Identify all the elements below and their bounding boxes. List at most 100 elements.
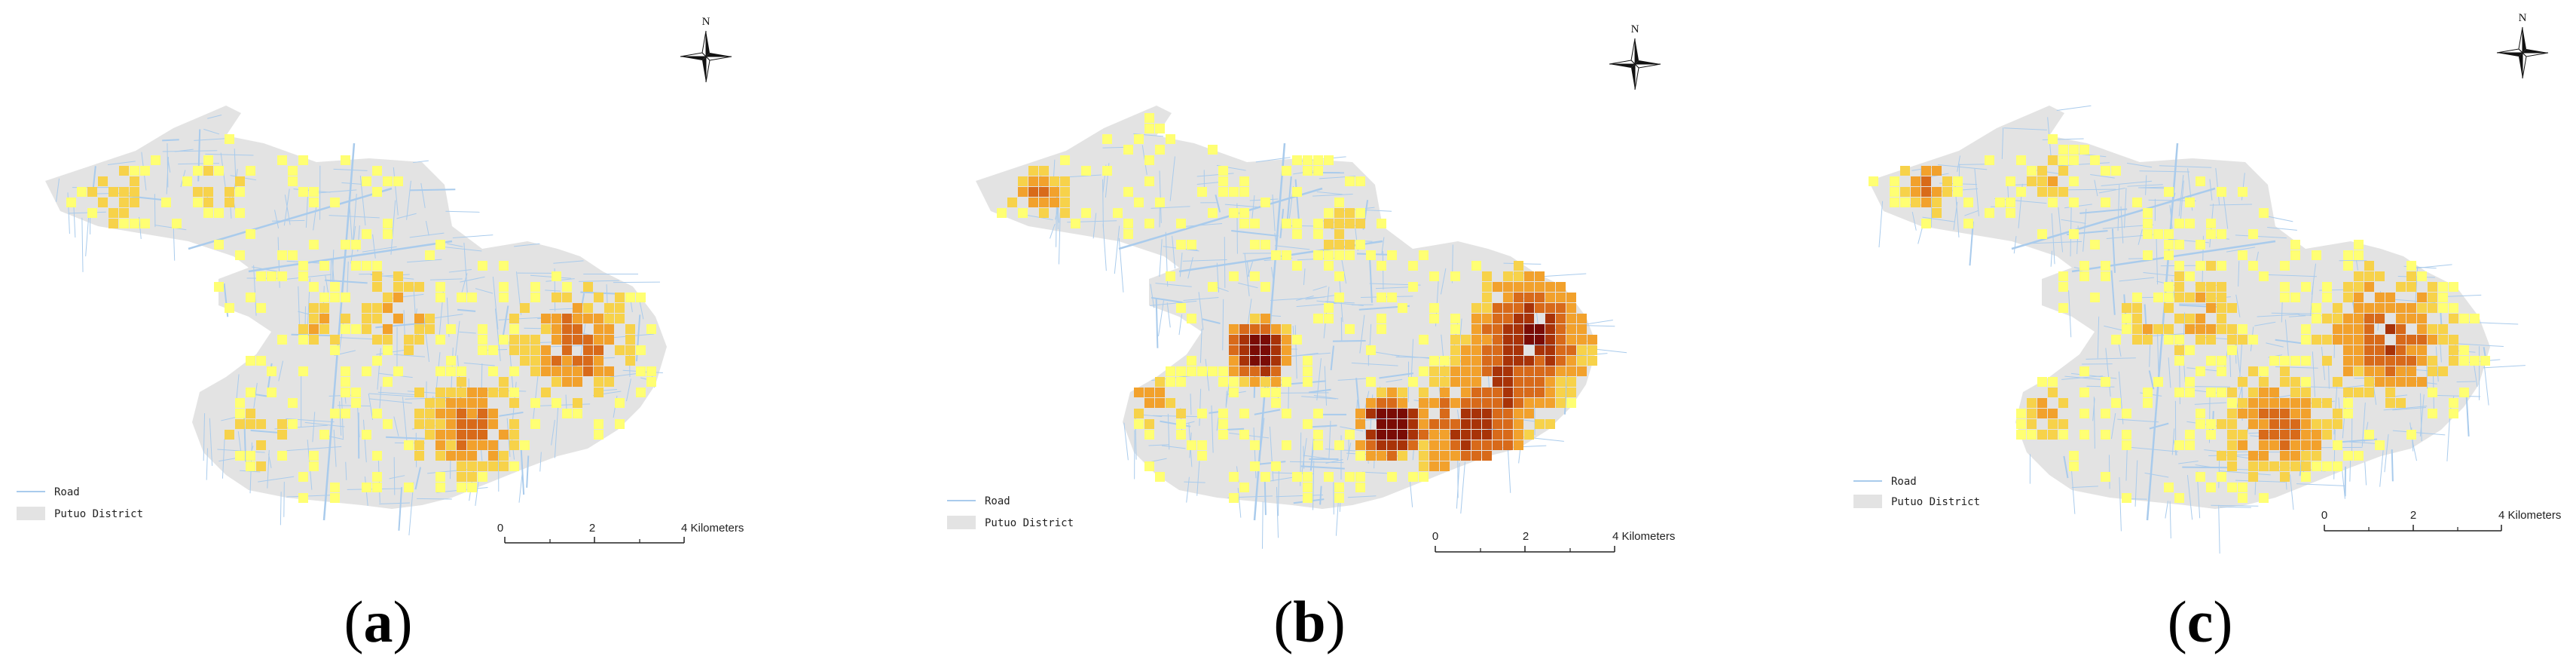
road-segment bbox=[429, 278, 463, 280]
density-cell bbox=[1334, 483, 1344, 492]
density-cell bbox=[2143, 335, 2153, 345]
density-cell bbox=[509, 419, 519, 429]
density-cell bbox=[2217, 388, 2226, 397]
density-cell bbox=[2280, 377, 2290, 387]
density-cell bbox=[1324, 155, 1334, 165]
density-cell bbox=[2354, 345, 2364, 355]
road-segment bbox=[2266, 342, 2284, 348]
road-segment bbox=[1198, 292, 1204, 330]
density-cell bbox=[1524, 271, 1534, 281]
density-cell bbox=[1334, 229, 1344, 239]
density-cell bbox=[2438, 324, 2448, 334]
density-cell bbox=[1514, 419, 1523, 429]
density-cell bbox=[2269, 440, 2279, 450]
density-cell bbox=[2428, 293, 2437, 302]
density-cell bbox=[362, 483, 371, 492]
density-cell bbox=[2312, 314, 2321, 323]
road-segment bbox=[2079, 208, 2128, 214]
density-cell bbox=[130, 176, 139, 186]
density-cell bbox=[625, 335, 635, 345]
road-segment bbox=[1911, 211, 1917, 231]
legend-district-label: Putuo District bbox=[1891, 496, 1980, 508]
density-cell bbox=[1250, 219, 1260, 228]
road-segment bbox=[2483, 365, 2526, 369]
density-cell bbox=[2354, 240, 2364, 250]
density-cell bbox=[225, 430, 234, 440]
density-cell bbox=[1932, 187, 1942, 197]
density-cell bbox=[2301, 282, 2311, 292]
density-cell bbox=[246, 409, 255, 418]
road-segment bbox=[407, 259, 442, 263]
road-segment bbox=[286, 274, 332, 280]
density-cell bbox=[1218, 419, 1228, 429]
density-cell bbox=[1292, 155, 1302, 165]
density-cell bbox=[1503, 377, 1513, 387]
road-segment bbox=[1051, 174, 1102, 179]
density-cell bbox=[1166, 366, 1175, 376]
road-segment bbox=[420, 182, 426, 208]
density-cell bbox=[425, 430, 435, 440]
road-segment bbox=[1303, 268, 1306, 286]
density-cell bbox=[425, 409, 435, 418]
density-cell bbox=[2196, 409, 2205, 418]
density-cells bbox=[1869, 134, 2490, 503]
density-cell bbox=[319, 261, 329, 271]
density-cell bbox=[1292, 229, 1302, 239]
density-cell bbox=[530, 419, 540, 429]
density-cell bbox=[1471, 314, 1481, 323]
density-cell bbox=[288, 166, 298, 176]
density-cell bbox=[499, 377, 509, 387]
density-cell bbox=[2333, 409, 2342, 418]
road-segment bbox=[286, 446, 342, 452]
density-cell bbox=[277, 335, 287, 345]
density-cell bbox=[1493, 324, 1502, 334]
density-cell bbox=[1408, 472, 1418, 482]
road-segment bbox=[2235, 480, 2286, 483]
density-cell bbox=[2206, 282, 2216, 292]
density-cell bbox=[372, 282, 382, 292]
density-cell bbox=[594, 377, 604, 387]
density-cell bbox=[1208, 208, 1218, 218]
density-cell bbox=[1050, 176, 1059, 186]
density-cell bbox=[414, 282, 424, 292]
density-cell bbox=[1334, 219, 1344, 228]
density-cell bbox=[288, 176, 298, 186]
density-cell bbox=[1260, 282, 1270, 292]
density-cell bbox=[1292, 472, 1302, 482]
density-cell bbox=[1566, 398, 1576, 408]
density-cell bbox=[140, 166, 150, 176]
density-cell bbox=[2217, 419, 2226, 429]
density-cell bbox=[2322, 314, 2332, 323]
density-cell bbox=[457, 366, 466, 376]
road-segment bbox=[2361, 402, 2366, 447]
density-cell bbox=[1060, 208, 1070, 218]
density-cell bbox=[2217, 303, 2226, 313]
density-cell bbox=[2354, 366, 2364, 376]
density-cell bbox=[499, 261, 509, 271]
road-segment bbox=[335, 336, 374, 340]
density-cell bbox=[2449, 356, 2458, 366]
road-segment bbox=[545, 290, 561, 292]
density-cell bbox=[246, 461, 255, 471]
density-cell bbox=[1260, 388, 1270, 397]
road-segment bbox=[410, 188, 456, 192]
density-cell bbox=[478, 461, 487, 471]
density-cell bbox=[2164, 335, 2174, 345]
density-cell bbox=[541, 388, 551, 397]
density-cell bbox=[2101, 166, 2110, 176]
density-cell bbox=[298, 335, 308, 345]
density-cell bbox=[372, 271, 382, 281]
density-cell bbox=[1493, 377, 1502, 387]
density-cell bbox=[1187, 314, 1196, 323]
road-segment bbox=[1269, 426, 1274, 482]
road-segment bbox=[1276, 495, 1324, 498]
road-segment bbox=[1337, 378, 1370, 381]
density-cell bbox=[435, 293, 445, 302]
density-cell bbox=[1408, 430, 1418, 440]
density-cell bbox=[2301, 377, 2311, 387]
road-segment bbox=[2349, 457, 2351, 482]
density-cell bbox=[1932, 198, 1942, 207]
density-cell bbox=[1345, 250, 1355, 260]
density-cell bbox=[1921, 166, 1931, 176]
scale-tick-2: 2 bbox=[2410, 509, 2416, 522]
